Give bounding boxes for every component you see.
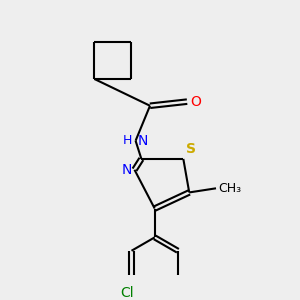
Text: Cl: Cl xyxy=(120,286,134,300)
Text: N: N xyxy=(122,163,132,177)
Text: S: S xyxy=(186,142,196,157)
Text: O: O xyxy=(190,94,201,109)
Text: N: N xyxy=(138,134,148,148)
Text: H: H xyxy=(123,134,132,147)
Text: CH₃: CH₃ xyxy=(218,182,241,195)
